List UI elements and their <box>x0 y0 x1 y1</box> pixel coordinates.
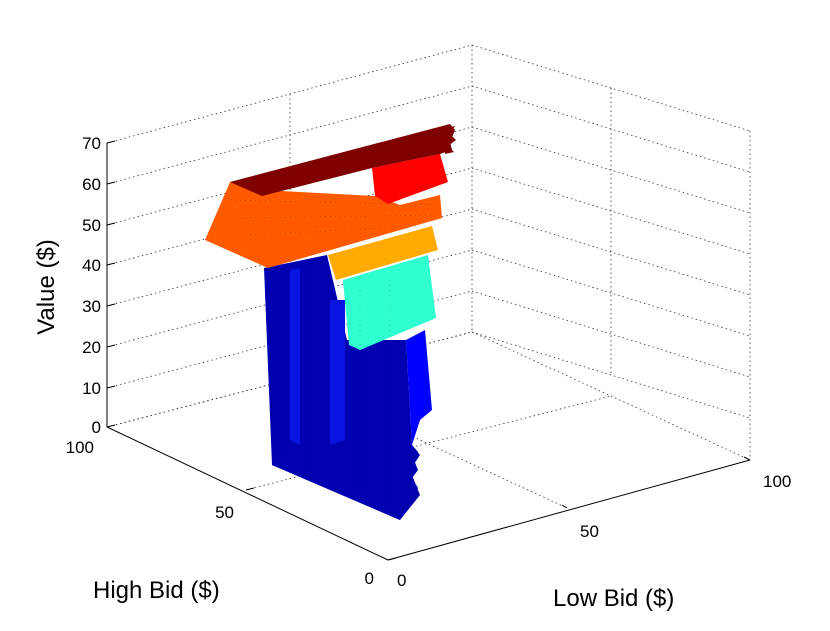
surface-region-red-orange <box>205 182 442 268</box>
z-tick-label: 70 <box>82 134 101 153</box>
low-bid-tick-labels: 0 50 100 <box>397 472 791 590</box>
low-bid-tick-label: 50 <box>580 522 599 541</box>
z-tick-label: 40 <box>82 256 101 275</box>
z-tick-label: 50 <box>82 216 101 235</box>
high-bid-tick-label: 0 <box>365 569 374 588</box>
surface-region-orange <box>328 226 438 280</box>
z-tick-label: 0 <box>92 418 101 437</box>
high-bid-tick-label: 100 <box>66 438 94 457</box>
z-tick-labels: 70 60 50 40 30 20 10 0 <box>82 134 101 437</box>
surface-region-red <box>372 154 448 204</box>
low-bid-axis-label: Low Bid ($) <box>553 585 674 612</box>
surface-region-blue <box>406 330 432 445</box>
z-tick-label: 30 <box>82 297 101 316</box>
high-bid-tick-labels: 100 50 0 <box>66 438 374 588</box>
high-bid-axis-label: High Bid ($) <box>93 577 220 604</box>
low-bid-tick-label: 100 <box>763 472 791 491</box>
surface-region-dark-red <box>230 124 455 196</box>
value-surface <box>205 124 456 520</box>
z-tick-label: 60 <box>82 175 101 194</box>
high-bid-tick-label: 50 <box>215 503 234 522</box>
z-tick-label: 20 <box>82 338 101 357</box>
z-axis-label: Value ($) <box>33 239 60 335</box>
low-bid-tick-label: 0 <box>397 571 406 590</box>
surface-region-cyan <box>343 255 436 350</box>
z-tick-label: 10 <box>82 379 101 398</box>
axes <box>106 140 751 561</box>
